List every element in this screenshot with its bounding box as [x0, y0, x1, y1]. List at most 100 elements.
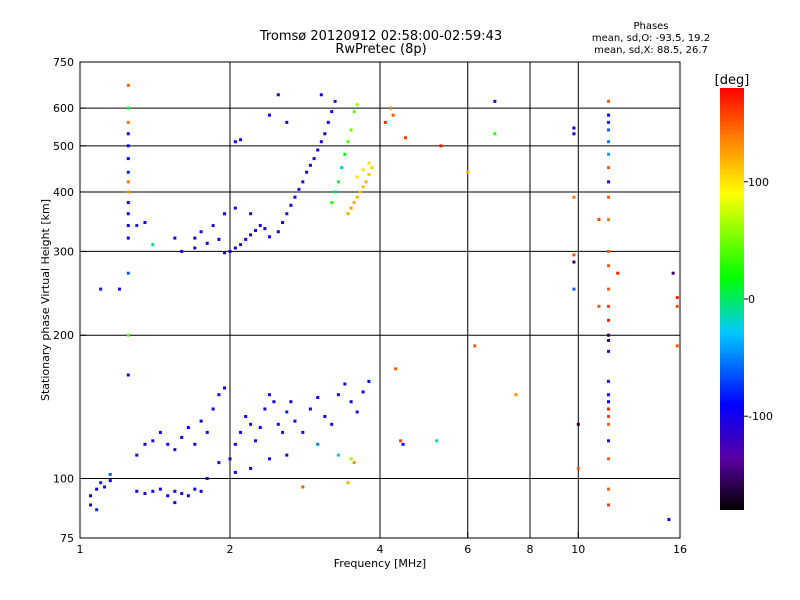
- x-tick-label: 2: [227, 543, 234, 556]
- data-point: [493, 99, 497, 103]
- chart-subtitle: RwPretec (8p): [335, 42, 426, 57]
- y-tick-label: 400: [53, 186, 74, 199]
- data-point: [607, 379, 611, 383]
- data-point: [95, 487, 99, 491]
- info-line-o: mean, sd,O: -93.5, 19.2: [592, 33, 710, 44]
- data-point: [330, 422, 334, 426]
- data-point: [435, 439, 439, 443]
- data-point: [276, 230, 280, 234]
- data-point: [607, 113, 611, 117]
- data-point: [355, 103, 359, 107]
- data-point: [607, 166, 611, 170]
- data-point: [126, 157, 130, 161]
- data-point: [285, 212, 289, 216]
- x-tick-label: 8: [527, 543, 534, 556]
- data-point: [340, 166, 344, 170]
- data-point: [205, 430, 209, 434]
- data-point: [576, 422, 580, 426]
- data-point: [173, 501, 177, 505]
- data-point: [193, 246, 197, 250]
- data-point: [323, 132, 327, 136]
- data-point: [352, 110, 356, 114]
- data-point: [352, 461, 356, 465]
- data-point: [193, 487, 197, 491]
- data-point: [263, 227, 267, 231]
- info-heading: Phases: [633, 21, 668, 32]
- data-point: [126, 180, 130, 184]
- data-point: [319, 140, 323, 144]
- data-point: [193, 236, 197, 240]
- data-point: [346, 140, 350, 144]
- data-point: [276, 93, 280, 97]
- data-point: [607, 249, 611, 253]
- colorbar-label: [deg]: [715, 73, 750, 88]
- data-point: [158, 430, 162, 434]
- data-point: [180, 249, 184, 253]
- data-point: [346, 481, 350, 485]
- data-point: [293, 195, 297, 199]
- data-point: [239, 430, 243, 434]
- data-point: [281, 430, 285, 434]
- data-point: [316, 148, 320, 152]
- data-point: [126, 201, 130, 205]
- data-point: [276, 422, 280, 426]
- data-point: [135, 224, 139, 228]
- data-point: [253, 228, 257, 232]
- data-point: [244, 237, 248, 241]
- data-point: [89, 494, 93, 498]
- data-point: [330, 201, 334, 205]
- data-point: [126, 212, 130, 216]
- data-point: [211, 224, 215, 228]
- data-point: [349, 457, 353, 461]
- data-point: [285, 120, 289, 124]
- data-point: [244, 414, 248, 418]
- data-point: [89, 503, 93, 507]
- data-point: [173, 489, 177, 493]
- data-point: [289, 203, 293, 207]
- data-point: [272, 400, 276, 404]
- x-tick-label: 1: [77, 543, 84, 556]
- data-point: [143, 221, 147, 225]
- data-point: [312, 157, 316, 161]
- colorbar-ticks: 100 0 -100: [744, 176, 773, 423]
- data-point: [267, 393, 271, 397]
- data-point: [466, 170, 470, 174]
- data-point: [607, 333, 611, 337]
- data-point: [319, 93, 323, 97]
- data-point: [249, 233, 253, 237]
- data-point: [439, 144, 443, 148]
- colorbar: [720, 88, 744, 510]
- data-point: [349, 206, 353, 210]
- data-point: [233, 140, 237, 144]
- data-point: [285, 453, 289, 457]
- data-point: [117, 287, 121, 291]
- data-point: [572, 132, 576, 136]
- data-point: [126, 132, 130, 136]
- data-point: [607, 180, 611, 184]
- data-point: [667, 518, 671, 522]
- data-point: [126, 236, 130, 240]
- grid-lines: [80, 62, 680, 538]
- x-tick-label: 16: [673, 543, 687, 556]
- data-point: [607, 99, 611, 103]
- data-point: [572, 260, 576, 264]
- data-point: [223, 386, 227, 390]
- data-point: [370, 166, 374, 170]
- data-point: [607, 407, 611, 411]
- data-point: [258, 425, 262, 429]
- y-tick-label: 100: [53, 473, 74, 486]
- data-point: [173, 448, 177, 452]
- data-point: [151, 489, 155, 493]
- data-point: [217, 237, 221, 241]
- data-point: [249, 466, 253, 470]
- data-point: [607, 304, 611, 308]
- data-point: [607, 487, 611, 491]
- data-point: [597, 304, 601, 308]
- data-point: [301, 485, 305, 489]
- data-point: [193, 442, 197, 446]
- data-point: [607, 120, 611, 124]
- data-point: [493, 132, 497, 136]
- data-point: [352, 201, 356, 205]
- data-point: [607, 414, 611, 418]
